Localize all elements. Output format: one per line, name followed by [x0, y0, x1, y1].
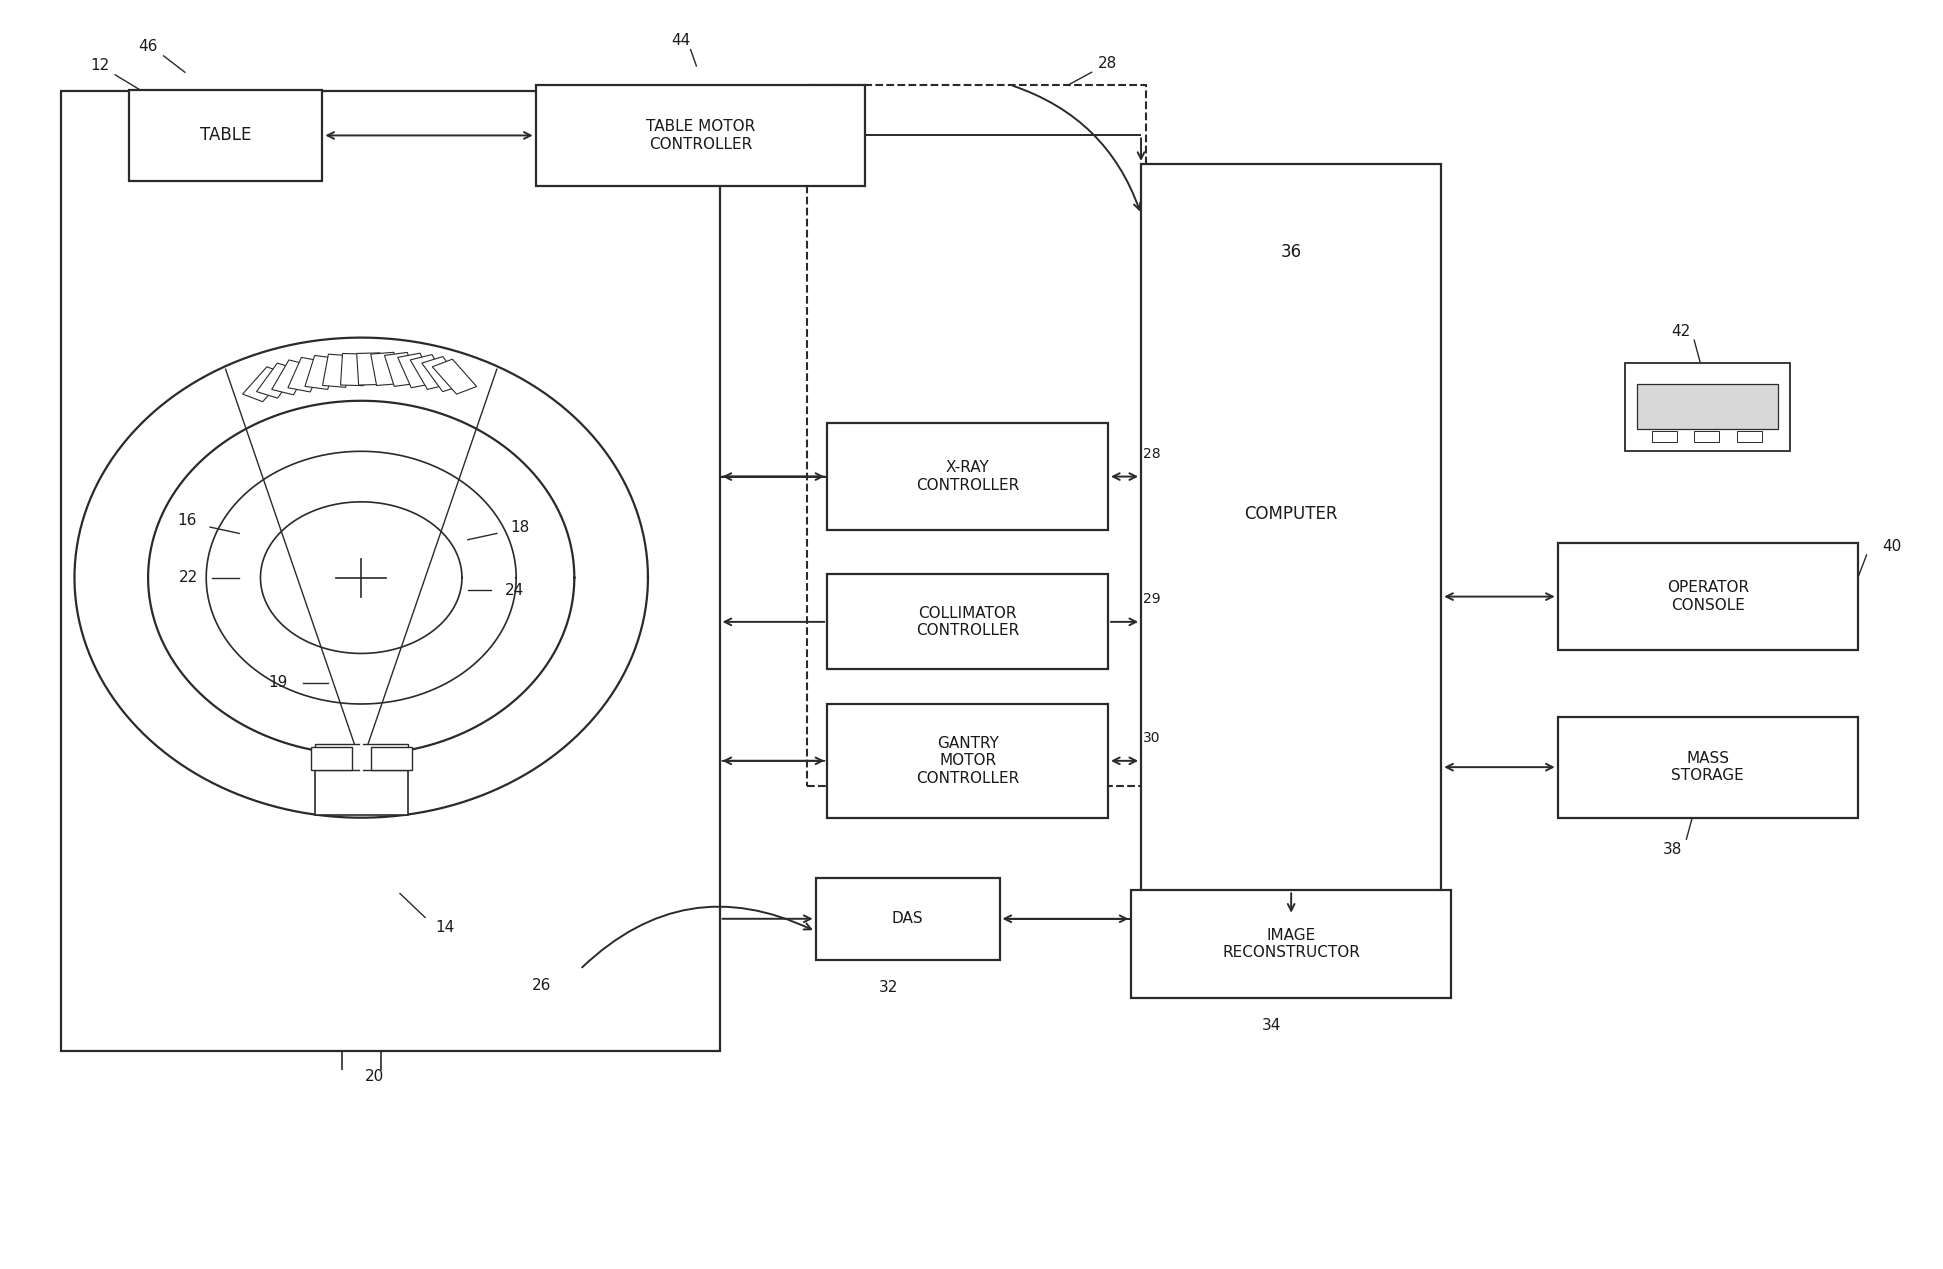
Text: 19: 19: [268, 675, 288, 690]
Bar: [536, 85, 865, 187]
Bar: [315, 770, 408, 815]
Text: 26: 26: [532, 978, 552, 994]
Bar: [431, 359, 476, 395]
Text: 24: 24: [505, 582, 525, 598]
Text: 44: 44: [670, 33, 690, 48]
Bar: [288, 358, 324, 392]
Text: OPERATOR
CONSOLE: OPERATOR CONSOLE: [1667, 580, 1749, 613]
Text: 42: 42: [1671, 324, 1690, 339]
Text: 12: 12: [89, 58, 109, 74]
Bar: [323, 354, 352, 387]
Bar: [128, 90, 323, 181]
Text: 14: 14: [435, 920, 455, 935]
Bar: [60, 91, 719, 1052]
Bar: [272, 360, 311, 395]
Text: 28: 28: [1142, 447, 1160, 461]
Bar: [1141, 164, 1442, 916]
Text: 29: 29: [1142, 593, 1160, 607]
Bar: [828, 423, 1108, 530]
Text: X-RAY
CONTROLLER: X-RAY CONTROLLER: [915, 461, 1020, 492]
Bar: [806, 85, 1146, 786]
Bar: [398, 353, 433, 388]
Bar: [385, 353, 418, 386]
Bar: [1626, 363, 1790, 452]
Bar: [243, 367, 288, 402]
Bar: [1638, 385, 1778, 429]
Bar: [358, 353, 383, 385]
Bar: [256, 363, 299, 398]
Bar: [828, 704, 1108, 817]
Text: 20: 20: [365, 1070, 385, 1084]
Text: 30: 30: [1142, 731, 1160, 745]
Bar: [1694, 431, 1720, 443]
Bar: [422, 357, 464, 392]
Bar: [1652, 431, 1677, 443]
Text: GANTRY
MOTOR
CONTROLLER: GANTRY MOTOR CONTROLLER: [915, 736, 1020, 786]
Bar: [1558, 717, 1858, 817]
Text: 16: 16: [177, 513, 196, 528]
Text: TABLE: TABLE: [200, 127, 251, 145]
Bar: [340, 354, 365, 386]
Bar: [315, 745, 408, 770]
Text: COLLIMATOR
CONTROLLER: COLLIMATOR CONTROLLER: [915, 605, 1020, 638]
Bar: [311, 747, 352, 770]
Text: 38: 38: [1663, 841, 1683, 857]
Text: 36: 36: [1280, 244, 1302, 261]
Bar: [305, 355, 338, 390]
Bar: [371, 747, 412, 770]
Text: COMPUTER: COMPUTER: [1244, 505, 1339, 524]
Text: 18: 18: [511, 519, 530, 534]
Bar: [1131, 891, 1451, 997]
Bar: [828, 575, 1108, 669]
Text: 46: 46: [138, 39, 157, 55]
Bar: [371, 353, 400, 386]
Bar: [1737, 431, 1762, 443]
Bar: [1558, 543, 1858, 650]
Text: 32: 32: [878, 980, 898, 995]
Text: MASS
STORAGE: MASS STORAGE: [1671, 751, 1745, 783]
Bar: [410, 354, 449, 390]
Text: TABLE MOTOR
CONTROLLER: TABLE MOTOR CONTROLLER: [645, 119, 756, 151]
Text: IMAGE
RECONSTRUCTOR: IMAGE RECONSTRUCTOR: [1222, 928, 1360, 961]
Text: 28: 28: [1098, 56, 1117, 71]
Text: 22: 22: [179, 570, 198, 585]
Text: 34: 34: [1263, 1018, 1282, 1033]
Text: DAS: DAS: [892, 911, 923, 926]
Bar: [816, 878, 999, 959]
Text: 40: 40: [1883, 538, 1902, 553]
